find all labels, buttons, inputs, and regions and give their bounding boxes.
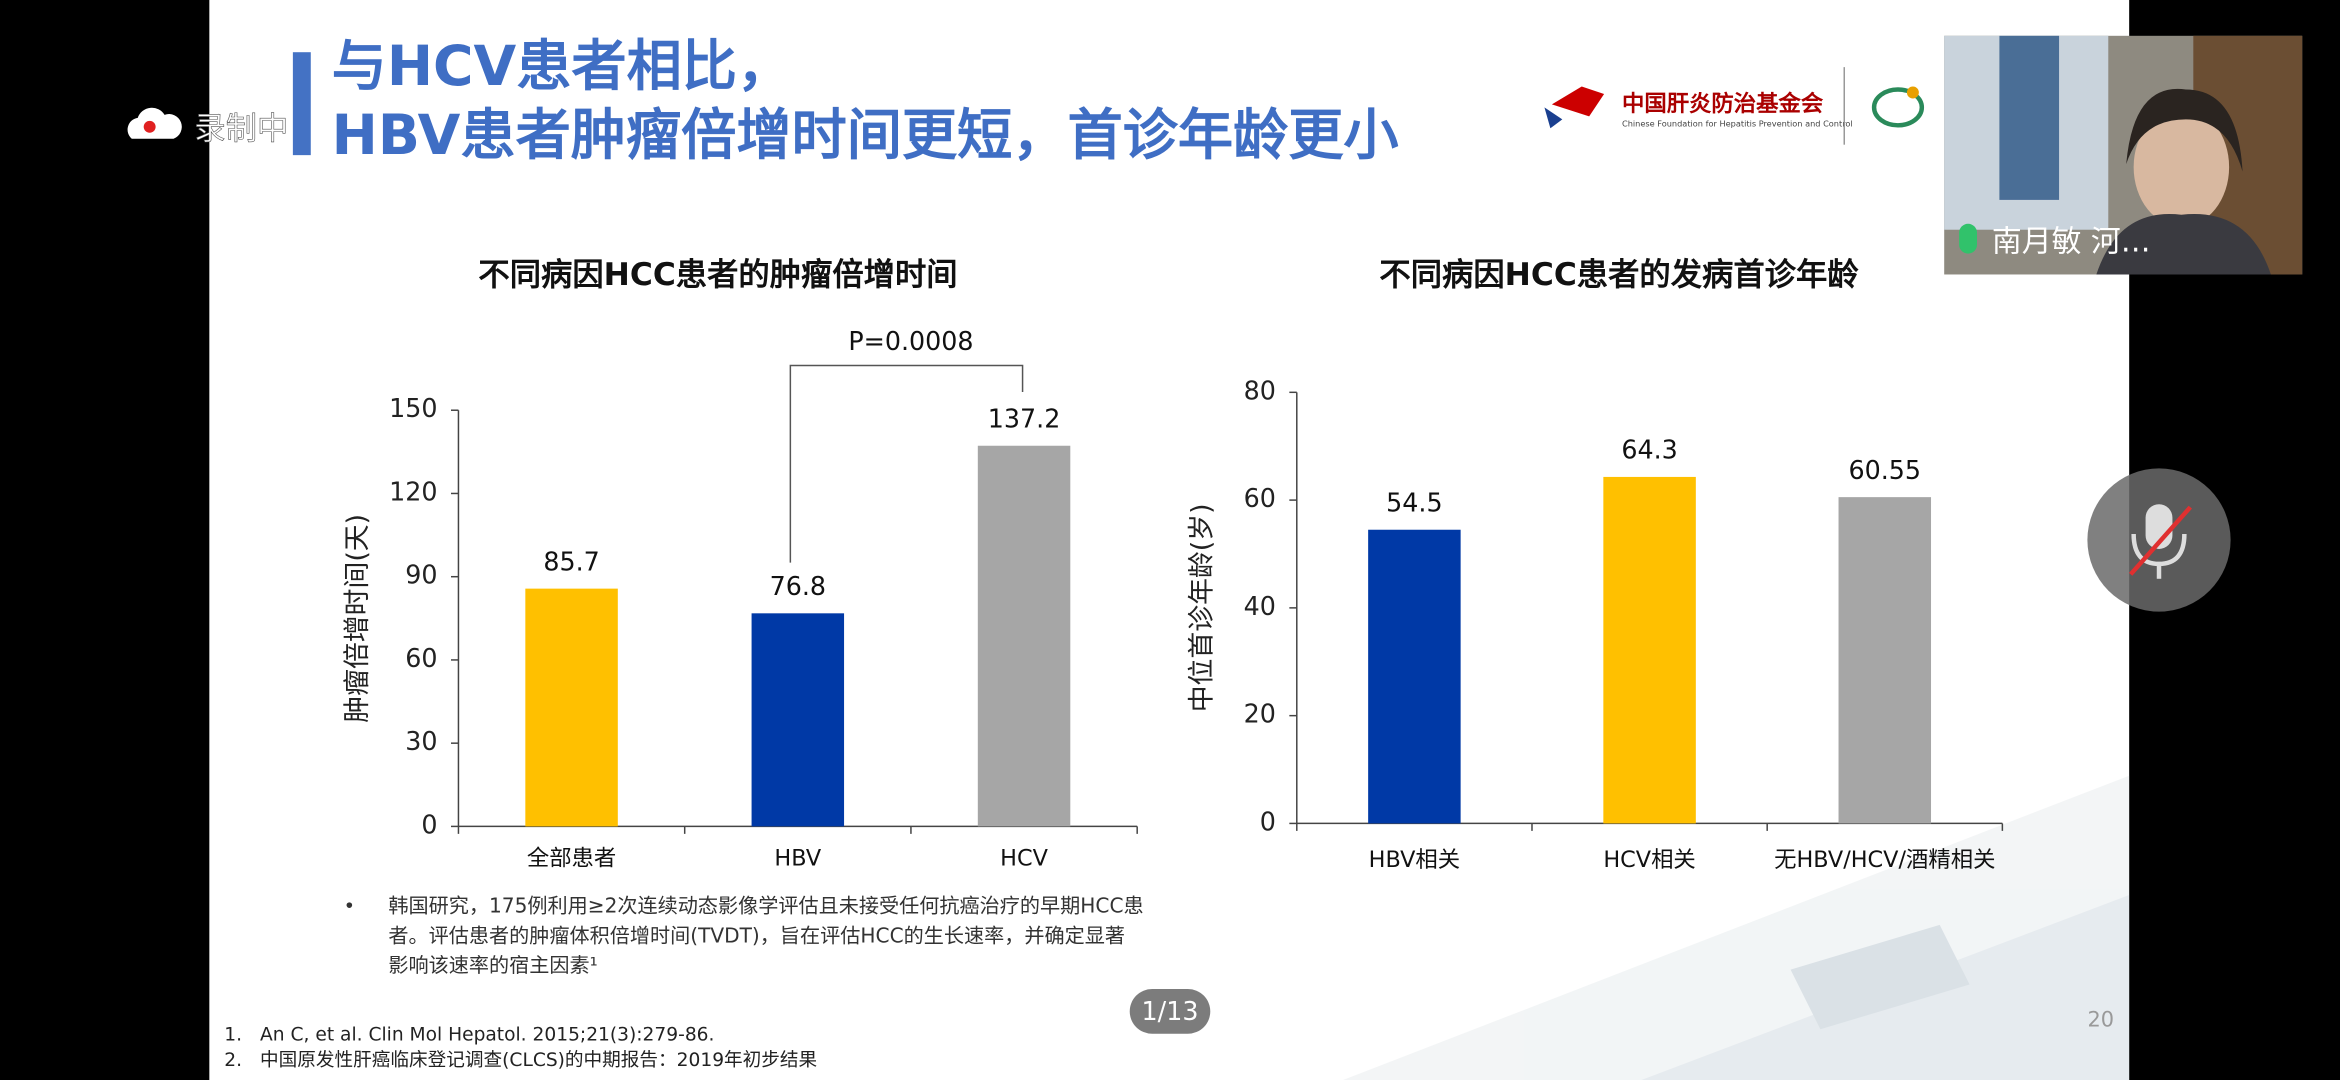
video-tile[interactable]: 南月敏 河… [1944, 35, 2303, 275]
data-label: 54.5 [1386, 487, 1442, 517]
bar [1838, 497, 1932, 824]
y-tick-label: 0 [421, 809, 437, 839]
x-tick-label: HCV相关 [1603, 847, 1695, 873]
slide-title: HBV患者肿瘤倍增时间更短，首诊年龄更小 [332, 104, 1399, 168]
recording-label: 录制中 [194, 111, 288, 147]
y-tick-label: 80 [1244, 375, 1276, 405]
logo: 中国肝炎防治基金会 Chinese Foundation for Hepatit… [1544, 67, 1925, 145]
data-label: 60.55 [1848, 455, 1921, 485]
y-tick-label: 60 [1244, 483, 1276, 513]
pager-label: 1/13 [1142, 996, 1199, 1026]
reference-text: An C, et al. Clin Mol Hepatol. 2015;21(3… [260, 1025, 714, 1046]
bullet-line: 影响该速率的宿主因素¹ [388, 953, 597, 977]
chart-title: 不同病因HCC患者的肿瘤倍增时间 [478, 257, 957, 293]
bar [1368, 529, 1461, 824]
data-label: 76.8 [770, 571, 826, 601]
bar [525, 588, 618, 827]
bullet-marker: • [344, 894, 355, 917]
y-tick-label: 120 [389, 476, 437, 506]
x-tick-label: HBV [774, 846, 821, 872]
x-tick-label: HBV相关 [1369, 847, 1460, 873]
slide [209, 0, 2130, 1080]
logo-name-en: Chinese Foundation for Hepatitis Prevent… [1622, 118, 1853, 128]
chart-title: 不同病因HCC患者的发病首诊年龄 [1379, 257, 1859, 293]
bar [1603, 476, 1696, 824]
x-tick-label: 全部患者 [527, 846, 616, 872]
y-axis-label: 中位首诊年龄(岁) [1186, 503, 1217, 712]
logo-name: 中国肝炎防治基金会 [1622, 90, 1824, 117]
y-axis-label: 肿瘤倍增时间(天) [342, 514, 373, 723]
significance-bracket [789, 364, 1024, 563]
y-tick-label: 150 [389, 393, 437, 423]
reference-text: 中国原发性肝癌临床登记调查(CLCS)的中期报告：2019年初步结果 [260, 1050, 817, 1071]
bar [751, 613, 845, 827]
y-tick-label: 0 [1260, 806, 1276, 836]
slide-title: 与HCV患者相比， [332, 35, 793, 99]
annotation: P=0.0008 [848, 326, 973, 356]
recording-indicator: 录制中 [127, 107, 289, 147]
reference-number: 1. [224, 1025, 242, 1046]
title-bar [292, 52, 311, 156]
participant-name: 南月敏 河… [1992, 225, 2151, 260]
data-label: 64.3 [1621, 435, 1677, 465]
y-tick-label: 30 [405, 726, 437, 756]
pager: 1/13 [1129, 989, 1211, 1034]
mute-button[interactable] [2087, 468, 2231, 612]
page-number: 20 [2088, 1007, 2115, 1031]
y-tick-label: 60 [405, 643, 437, 673]
x-tick-label: 无HBV/HCV/酒精相关 [1774, 847, 1995, 873]
bullet-line: 韩国研究，175例利用≥2次连续动态影像学评估且未接受任何抗癌治疗的早期HCC患 [388, 893, 1143, 917]
reference-number: 2. [224, 1050, 242, 1071]
y-tick-label: 90 [405, 560, 437, 590]
slide-decoration [1343, 775, 2130, 1080]
bullet: • 韩国研究，175例利用≥2次连续动态影像学评估且未接受任何抗癌治疗的早期HC… [344, 893, 1144, 977]
data-label: 137.2 [988, 403, 1061, 433]
bullet-line: 者。评估患者的肿瘤体积倍增时间(TVDT)，旨在评估HCC的生长速率，并确定显著 [388, 923, 1125, 947]
data-label: 85.7 [543, 546, 599, 576]
x-tick-label: HCV [1000, 846, 1048, 872]
y-tick-label: 40 [1244, 591, 1276, 621]
references: 1. An C, et al. Clin Mol Hepatol. 2015;2… [224, 1025, 817, 1071]
bar [977, 445, 1071, 827]
y-tick-label: 20 [1244, 699, 1276, 729]
